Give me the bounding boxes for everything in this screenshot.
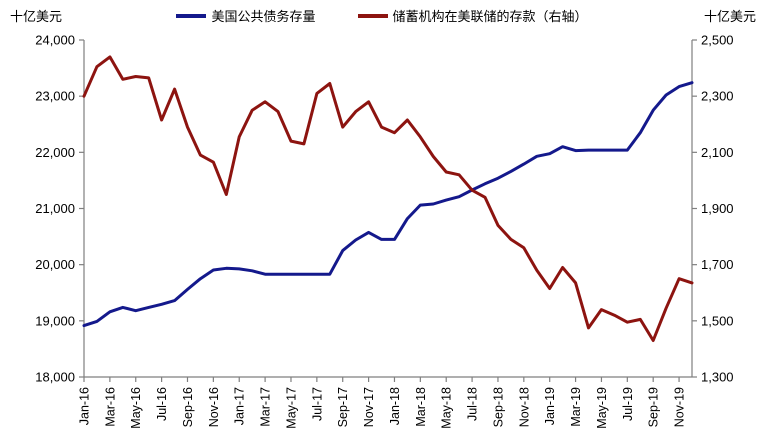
x-axis-tick-label: Mar-19 bbox=[569, 387, 583, 427]
y-axis-left-tick-label: 22,000 bbox=[35, 145, 75, 160]
fed-deposits-line-swatch-icon bbox=[357, 13, 388, 18]
chart-legend: 美国公共债务存量 储蓄机构在美联储的存款（右轴） bbox=[0, 6, 764, 25]
x-axis-tick-label: Mar-18 bbox=[414, 387, 428, 427]
x-axis-tick-label: May-19 bbox=[595, 387, 609, 429]
x-axis-tick-label: Sep-16 bbox=[181, 387, 195, 427]
y-axis-right-tick-label: 2,300 bbox=[701, 89, 734, 104]
x-axis-tick-label: May-18 bbox=[440, 387, 454, 429]
x-axis-tick-label: Sep-18 bbox=[491, 387, 505, 427]
x-axis-tick-label: Jan-18 bbox=[388, 387, 402, 425]
public-debt-line-swatch-icon bbox=[176, 13, 207, 18]
right-axis-unit-label: 十亿美元 bbox=[703, 9, 756, 24]
x-axis-tick-label: Jan-17 bbox=[233, 387, 247, 425]
legend-item-public-debt: 美国公共债务存量 bbox=[176, 6, 316, 25]
legend-label-public-debt: 美国公共债务存量 bbox=[211, 9, 316, 24]
x-axis-tick-label: May-16 bbox=[129, 387, 143, 429]
legend-item-fed-deposits: 储蓄机构在美联储的存款（右轴） bbox=[357, 6, 588, 25]
y-axis-right-tick-label: 2,500 bbox=[701, 33, 734, 48]
x-axis-tick-label: Nov-19 bbox=[673, 387, 687, 427]
x-axis-tick-label: Mar-16 bbox=[103, 387, 117, 427]
y-axis-left-tick-label: 24,000 bbox=[35, 33, 75, 48]
x-axis-tick-label: Jul-18 bbox=[466, 387, 480, 421]
left-axis-unit-label: 十亿美元 bbox=[10, 9, 63, 24]
series-line-public-debt bbox=[82, 81, 694, 328]
legend-label-fed-deposits: 储蓄机构在美联储的存款（右轴） bbox=[392, 9, 588, 24]
x-axis-tick-label: Sep-19 bbox=[647, 387, 661, 427]
x-axis-tick-label: Mar-17 bbox=[259, 387, 273, 427]
x-axis-tick-label: Jan-16 bbox=[78, 387, 92, 425]
x-axis-tick-label: Jul-19 bbox=[621, 387, 635, 421]
y-axis-right-tick-label: 1,900 bbox=[701, 201, 734, 216]
y-axis-left-tick-label: 20,000 bbox=[35, 257, 75, 272]
y-axis-left-tick-label: 19,000 bbox=[35, 313, 75, 328]
y-axis-left-tick-label: 18,000 bbox=[35, 370, 75, 385]
y-axis-right-tick-label: 1,700 bbox=[701, 257, 734, 272]
x-axis-tick-label: Sep-17 bbox=[336, 387, 350, 427]
x-axis-tick-label: Nov-18 bbox=[517, 387, 531, 427]
x-axis-tick-label: Nov-17 bbox=[362, 387, 376, 427]
series-line-fed-deposits bbox=[82, 55, 694, 342]
y-axis-right-tick-label: 2,100 bbox=[701, 145, 734, 160]
x-axis-tick-label: May-17 bbox=[284, 387, 298, 429]
y-axis-left-tick-label: 23,000 bbox=[35, 89, 75, 104]
y-axis-right-tick-label: 1,300 bbox=[701, 370, 734, 385]
y-axis-right-tick-label: 1,500 bbox=[701, 313, 734, 328]
x-axis-tick-label: Nov-16 bbox=[207, 387, 221, 427]
x-axis-tick-label: Jan-19 bbox=[543, 387, 557, 425]
x-axis-tick-label: Jul-16 bbox=[155, 387, 169, 421]
x-axis-tick-label: Jul-17 bbox=[310, 387, 324, 421]
y-axis-left-tick-label: 21,000 bbox=[35, 201, 75, 216]
